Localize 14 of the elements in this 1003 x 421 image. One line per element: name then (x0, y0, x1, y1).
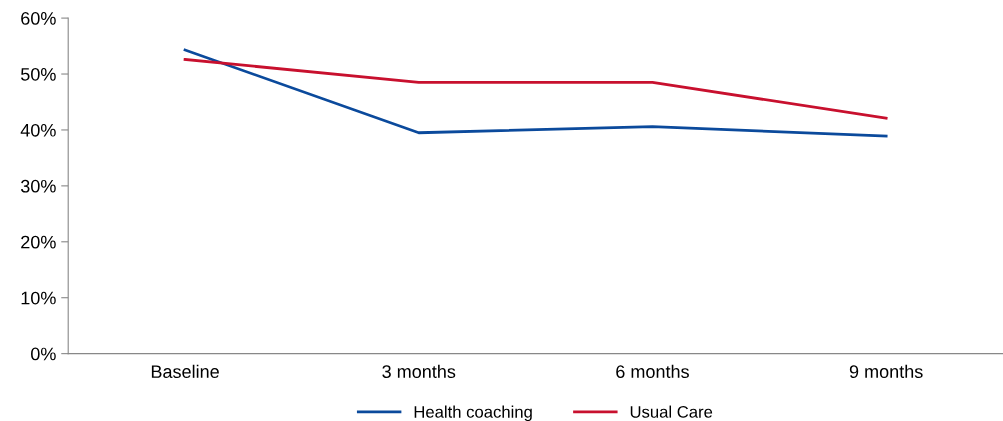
y-tick-label: 30% (20, 179, 56, 193)
legend-label: Usual Care (630, 405, 713, 418)
y-tick-label: 0% (31, 347, 56, 361)
x-tick-label: 3 months (382, 364, 456, 379)
y-tick-label: 10% (21, 291, 56, 305)
line-series (183, 48, 888, 138)
y-tick-label: 50% (20, 67, 56, 81)
legend-label: Health coaching (414, 405, 532, 421)
y-tick-label: 40% (20, 123, 56, 137)
x-tick-label: Baseline (151, 364, 219, 379)
x-tick-label: 9 months (849, 364, 923, 379)
x-tick-label: 6 months (616, 364, 689, 379)
y-tick-label: 60% (21, 12, 56, 25)
y-tick-label: 20% (21, 235, 56, 249)
